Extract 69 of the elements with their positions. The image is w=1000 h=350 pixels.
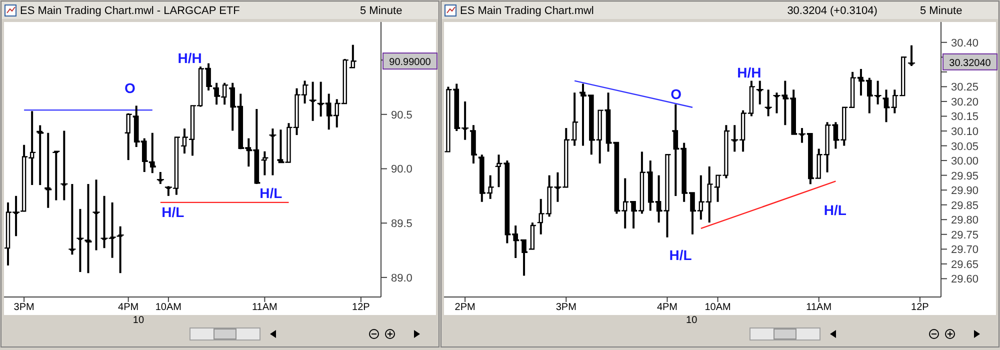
x-tick-label: 3PM [556, 302, 576, 313]
x-tick-label: 2PM [454, 302, 476, 313]
candlestick [28, 110, 36, 186]
candlestick [124, 112, 132, 162]
candlestick [348, 44, 358, 69]
candlestick [92, 178, 100, 252]
annotation: H/H [737, 64, 762, 81]
annotation: H/L [260, 185, 283, 202]
y-tick-label: 89.5 [391, 218, 412, 230]
annotation: H/L [669, 246, 692, 263]
candlestick [268, 128, 277, 176]
candlestick [528, 222, 537, 250]
candlestick [907, 44, 916, 68]
y-tick-label: 29.90 [951, 185, 979, 198]
annotation: H/L [824, 202, 847, 218]
y-tick-label: 29.65 [951, 258, 979, 271]
y-tick-label: 30.10 [951, 126, 979, 138]
y-tick-label: 90.0 [391, 164, 412, 176]
candlestick [60, 130, 68, 202]
x-tick-label: 10AM [155, 302, 182, 313]
chart-title: ES Main Trading Chart.mwl - LARGCAP ETF [20, 5, 240, 17]
annotation: O [670, 86, 682, 102]
y-tick-label: 29.70 [951, 244, 979, 256]
candlestick [260, 150, 269, 176]
candlestick [68, 182, 76, 256]
annotation: H/L [162, 204, 185, 220]
text: 90.99000 [389, 57, 432, 68]
y-tick-label: 30.25 [951, 82, 979, 94]
y-tick-label: 30.00 [951, 156, 979, 168]
x-tick-label: 12P [911, 302, 930, 313]
candlestick [756, 80, 764, 106]
x-tick-label: 3PM [14, 302, 34, 313]
candlestick [52, 150, 60, 202]
text: 30.32040 [949, 58, 992, 69]
x-tick-label: 4PM [118, 302, 139, 313]
y-tick-label: 90.5 [391, 109, 412, 122]
y-tick-label: 89.0 [391, 272, 412, 284]
text: 5 Minute [920, 5, 962, 17]
x-tick-label: 12P [352, 302, 370, 313]
text: 5 Minute [360, 5, 402, 17]
x-tick-label: 11AM [806, 302, 832, 313]
candlestick [308, 80, 317, 122]
annotation: O [124, 80, 136, 96]
y-tick-label: 30.20 [951, 96, 979, 108]
candlestick [36, 124, 44, 186]
y-tick-label: 29.75 [951, 229, 979, 242]
x-tick-label: 11AM [252, 302, 278, 313]
candlestick [156, 171, 165, 185]
y-tick-label: 29.80 [951, 214, 979, 227]
text: 10 [686, 315, 698, 326]
annotation: H/H [178, 50, 202, 66]
y-tick-label: 30.05 [951, 140, 979, 153]
y-tick-label: 29.95 [951, 170, 979, 182]
candlestick [84, 182, 93, 274]
y-tick-label: 29.85 [951, 200, 979, 212]
x-tick-label: 4PM [656, 302, 678, 313]
candlestick [76, 208, 84, 273]
candlestick [44, 132, 53, 209]
candlestick [469, 124, 478, 164]
x-tick-label: 10AM [704, 302, 731, 313]
chart-subtitle: 30.3204 (+0.3104) [787, 5, 878, 17]
candlestick [180, 128, 189, 155]
y-tick-label: 30.40 [951, 37, 979, 50]
candlestick [764, 88, 772, 118]
text: 10 [132, 315, 144, 326]
candlestick [116, 225, 124, 274]
y-tick-label: 30.15 [951, 111, 979, 124]
chart-title: ES Main Trading Chart.mwl [460, 5, 594, 17]
y-tick-label: 29.60 [951, 274, 979, 286]
